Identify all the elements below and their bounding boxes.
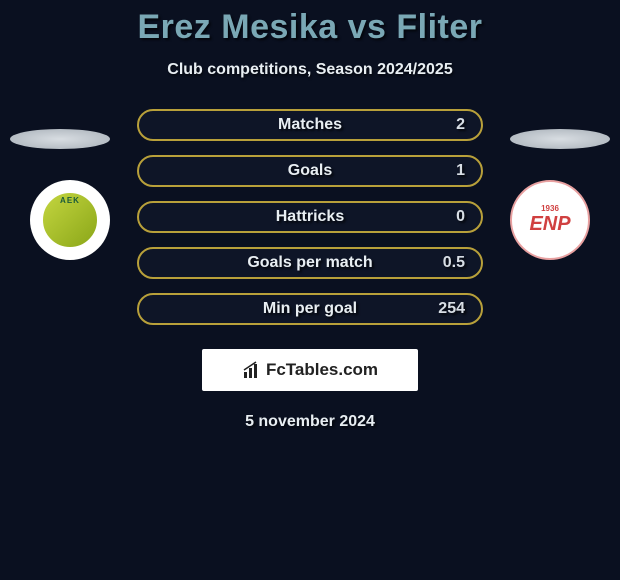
stat-label: Hattricks — [276, 208, 344, 226]
stat-row: Goals per match 0.5 — [137, 247, 483, 279]
subtitle: Club competitions, Season 2024/2025 — [167, 61, 452, 79]
page-title: Erez Mesika vs Fliter — [137, 8, 482, 47]
brand-text: FcTables.com — [266, 360, 378, 380]
comparison-card: Erez Mesika vs Fliter Club competitions,… — [0, 0, 620, 431]
stat-row: Matches 2 — [137, 109, 483, 141]
stat-value: 0.5 — [443, 254, 465, 272]
club-badge-right: 1936 ENP — [510, 180, 590, 260]
date-text: 5 november 2024 — [245, 413, 375, 431]
stat-row: Goals 1 — [137, 155, 483, 187]
stat-row: Min per goal 254 — [137, 293, 483, 325]
club-badge-left-letters: AEK — [60, 196, 80, 205]
brand-box[interactable]: FcTables.com — [202, 349, 418, 391]
stat-value: 254 — [438, 300, 465, 318]
stat-rows: Matches 2 Goals 1 Hattricks 0 Goals per … — [137, 109, 483, 325]
stat-label: Matches — [278, 116, 342, 134]
club-badge-left: AEK — [30, 180, 110, 260]
stat-label: Goals per match — [247, 254, 372, 272]
club-badge-right-year: 1936 — [541, 204, 559, 213]
stat-value: 1 — [456, 162, 465, 180]
stat-value: 0 — [456, 208, 465, 226]
player-marker-left — [10, 129, 110, 149]
chart-icon — [242, 360, 262, 380]
club-badge-left-inner: AEK — [37, 187, 103, 253]
stat-label: Goals — [288, 162, 332, 180]
stat-row: Hattricks 0 — [137, 201, 483, 233]
stat-value: 2 — [456, 116, 465, 134]
player-marker-right — [510, 129, 610, 149]
club-badge-right-logo: ENP — [529, 213, 570, 236]
stat-label: Min per goal — [263, 300, 357, 318]
